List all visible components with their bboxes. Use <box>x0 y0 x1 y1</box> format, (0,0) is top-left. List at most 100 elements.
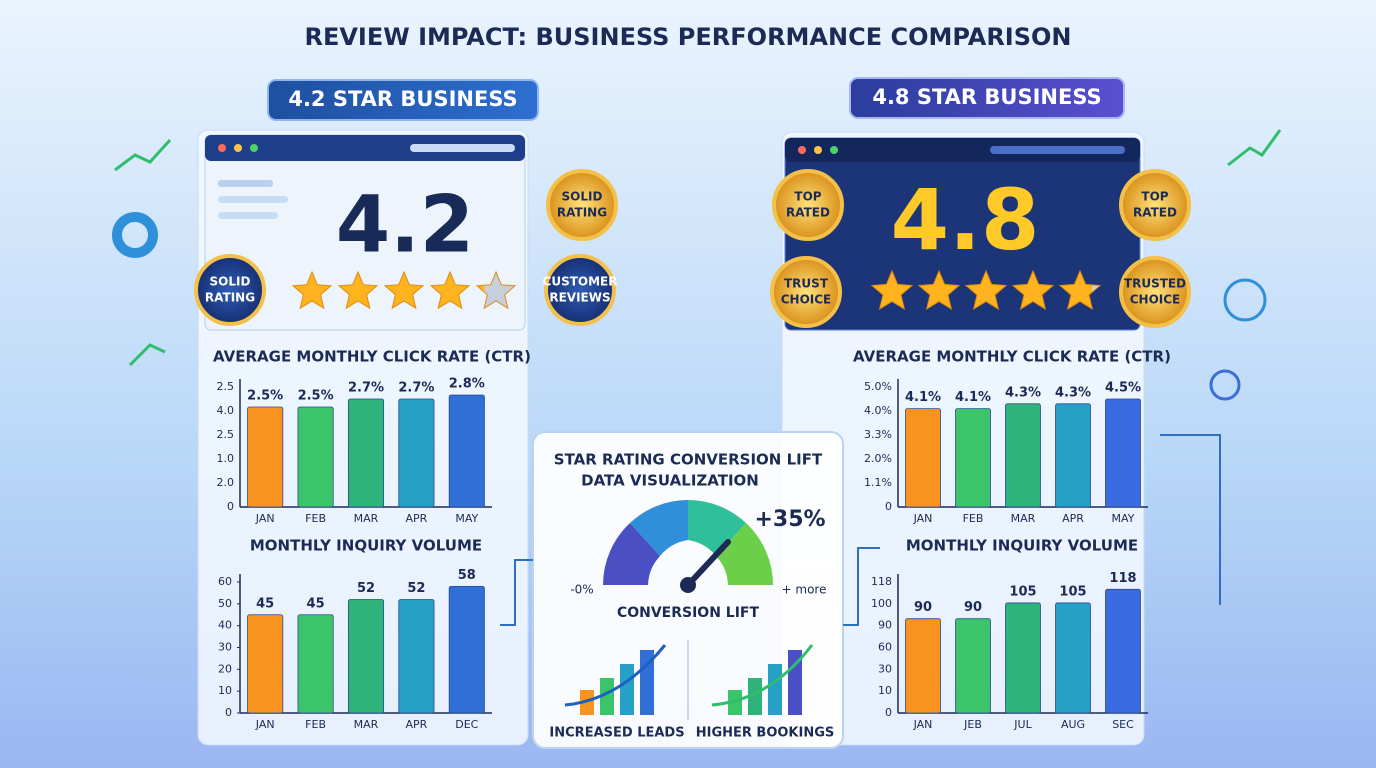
y-tick-label: 100 <box>871 597 892 610</box>
badge <box>772 169 844 241</box>
badge-text: TOP <box>1141 190 1168 204</box>
center-title: DATA VISUALIZATION <box>581 472 759 490</box>
panel-label: INCREASED LEADS <box>549 726 684 741</box>
y-tick-label: 4.0% <box>864 404 892 417</box>
badge-text: TRUST <box>784 277 829 291</box>
star <box>383 270 425 310</box>
chart-title: AVERAGE MONTHLY CLICK RATE (CTR) <box>853 348 1171 366</box>
badge <box>546 169 618 241</box>
badge-text: RATING <box>205 291 255 305</box>
url-bar <box>410 144 515 152</box>
value-label: 2.5% <box>298 389 334 404</box>
badge-text: CHOICE <box>781 293 832 307</box>
bar <box>398 398 435 508</box>
x-tick-label: FEB <box>305 718 326 731</box>
badge-text: TOP <box>794 190 821 204</box>
bar <box>448 394 485 508</box>
value-label: 4.5% <box>1105 381 1141 396</box>
value-label: 58 <box>458 568 476 583</box>
star <box>964 269 1008 311</box>
y-tick-label: 0 <box>225 706 232 719</box>
x-tick-label: JEB <box>963 718 982 731</box>
gauge-label: CONVERSION LIFT <box>617 605 760 621</box>
bar <box>1055 602 1091 714</box>
y-tick-label: 2.0% <box>864 452 892 465</box>
badge-text: TRUSTED <box>1124 277 1186 291</box>
y-tick-label: 60 <box>878 641 892 654</box>
value-label: 2.8% <box>449 377 485 392</box>
badge <box>1119 256 1191 328</box>
y-tick-label: 2.5 <box>217 380 235 393</box>
star <box>475 270 517 310</box>
badge-text: RATING <box>557 206 607 220</box>
value-label: 118 <box>1109 571 1136 586</box>
x-tick-label: MAR <box>354 718 379 731</box>
placeholder <box>218 196 288 203</box>
bar <box>905 618 941 714</box>
dot <box>830 146 838 154</box>
y-tick-label: 10 <box>218 684 232 697</box>
star <box>917 269 961 311</box>
right-header-pill <box>849 77 1125 119</box>
dot <box>250 144 258 152</box>
mini-chart <box>564 644 814 715</box>
star <box>337 270 379 310</box>
value-label: 52 <box>357 581 375 596</box>
y-tick-label: 30 <box>878 662 892 675</box>
url-bar <box>990 146 1125 154</box>
gauge <box>603 500 773 593</box>
y-tick-label: 40 <box>218 619 232 632</box>
x-tick-label: MAR <box>354 512 379 525</box>
value-label: 90 <box>914 600 932 615</box>
bar <box>1105 588 1141 714</box>
badge-text: CHOICE <box>1130 293 1181 307</box>
right-browser-bar <box>785 138 1140 162</box>
x-tick-label: APR <box>1062 512 1084 525</box>
x-tick-label: JAN <box>913 718 933 731</box>
x-tick-label: APR <box>405 512 427 525</box>
value-label: 4.3% <box>1005 385 1041 400</box>
gauge-min: -0% <box>570 583 593 597</box>
bar <box>297 406 334 508</box>
y-tick-label: 0 <box>885 500 892 513</box>
gauge-max: + more <box>782 583 827 597</box>
y-tick-label: 1.0 <box>217 452 235 465</box>
dot <box>798 146 806 154</box>
x-tick-label: APR <box>405 718 427 731</box>
side-decoration <box>112 129 1282 626</box>
lift-value: +35% <box>754 507 825 532</box>
y-tick-label: 5.0% <box>864 380 892 393</box>
chart-title: AVERAGE MONTHLY CLICK RATE (CTR) <box>213 348 531 366</box>
badge-text: SOLID <box>210 275 251 289</box>
value-label: 2.7% <box>398 381 434 396</box>
star <box>291 270 333 310</box>
y-tick-label: 0 <box>885 706 892 719</box>
x-tick-label: MAY <box>455 512 478 525</box>
badge-text: SOLID <box>562 190 603 204</box>
dot <box>814 146 822 154</box>
value-label: 90 <box>964 600 982 615</box>
y-tick-label: 10 <box>878 684 892 697</box>
badge-text: CUSTOMER <box>543 275 618 289</box>
badge <box>770 256 842 328</box>
y-tick-label: 90 <box>878 619 892 632</box>
value-label: 4.1% <box>955 390 991 405</box>
y-tick-label: 2.5 <box>217 428 235 441</box>
bar <box>247 614 284 714</box>
y-tick-label: 60 <box>218 575 232 588</box>
x-tick-label: JAN <box>255 718 275 731</box>
bar <box>1005 602 1041 714</box>
x-tick-label: JAN <box>255 512 275 525</box>
placeholder <box>218 212 278 219</box>
value-label: 2.5% <box>247 389 283 404</box>
y-tick-label: 30 <box>218 641 232 654</box>
bar <box>297 614 334 714</box>
x-tick-label: FEB <box>963 512 984 525</box>
badge <box>544 254 616 326</box>
x-tick-label: MAR <box>1011 512 1036 525</box>
y-tick-label: 3.3% <box>864 428 892 441</box>
bar <box>1005 403 1041 508</box>
bar <box>247 406 284 508</box>
right-rating: 4.8 <box>891 171 1040 269</box>
